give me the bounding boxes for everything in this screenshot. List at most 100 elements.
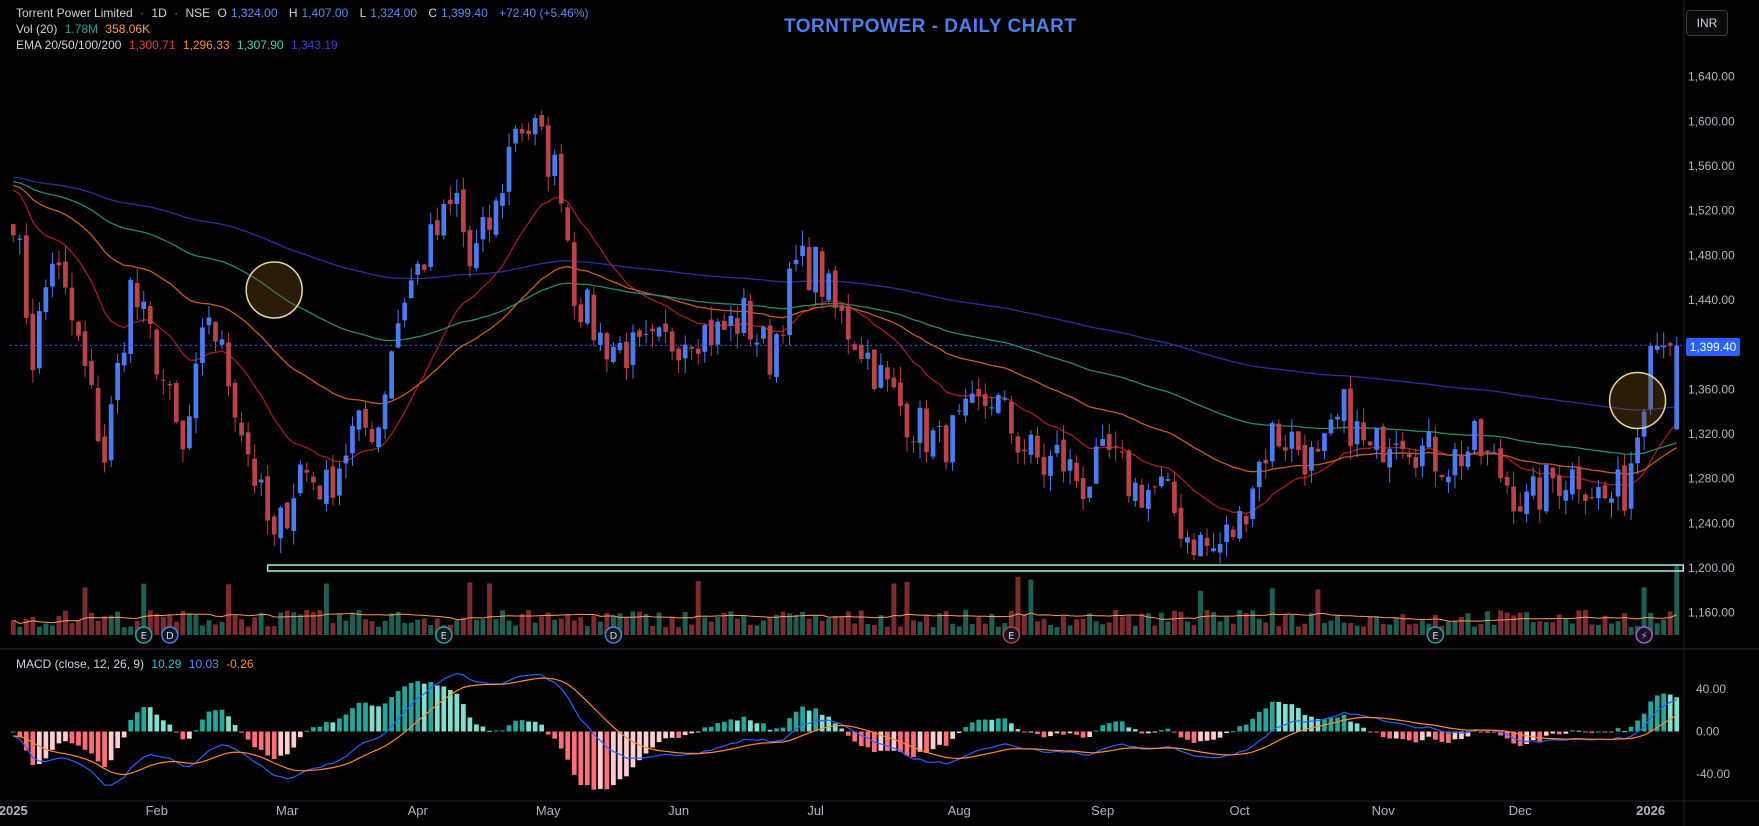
volume-bar: [708, 621, 714, 635]
price-tick-label: 1,560.00: [1688, 159, 1735, 173]
candle-body: [1563, 490, 1569, 501]
volume-bar: [663, 626, 669, 635]
candle-body: [1335, 416, 1340, 420]
macd-histogram-bar: [141, 707, 147, 732]
candle-body: [369, 428, 375, 443]
volume-bar: [1328, 620, 1334, 635]
ema-label[interactable]: EMA 20/50/100/200: [16, 38, 122, 52]
macd-histogram-bar: [1374, 731, 1380, 733]
macd-histogram-bar: [982, 719, 988, 732]
volume-bar: [278, 612, 284, 635]
volume-bar: [702, 617, 708, 635]
volume-bar: [56, 615, 62, 635]
macd-histogram-bar: [297, 731, 303, 738]
macd-histogram-bar: [382, 703, 388, 732]
time-tick-label: 2026: [1636, 803, 1665, 818]
macd-histogram-bar: [395, 690, 401, 732]
macd-histogram-bar: [1413, 731, 1419, 743]
macd-histogram-bar: [1172, 731, 1177, 733]
macd-histogram-bar: [611, 731, 616, 786]
macd-histogram-bar: [539, 724, 545, 732]
macd-histogram-bar: [995, 718, 1001, 732]
macd-histogram-bar: [173, 731, 179, 733]
macd-histogram-bar: [1635, 720, 1640, 732]
macd-histogram-bar: [891, 731, 897, 751]
interval[interactable]: 1D: [151, 6, 167, 20]
candle-body: [1309, 447, 1314, 471]
volume-bar: [1230, 623, 1236, 635]
volume-bar: [1517, 612, 1523, 635]
macd-label[interactable]: MACD (close, 12, 26, 9): [16, 657, 145, 671]
candle-body: [108, 404, 114, 461]
macd-histogram-bar: [767, 729, 773, 732]
volume-bar: [800, 611, 806, 635]
candle-body: [1002, 398, 1008, 400]
candle-body: [1041, 457, 1047, 475]
macd-histogram-bar: [154, 714, 160, 732]
volume-bar: [1263, 622, 1269, 635]
macd-histogram-bar: [1237, 726, 1243, 732]
candle-body: [154, 329, 160, 375]
macd-histogram-bar: [715, 723, 721, 732]
macd-histogram-bar: [787, 718, 792, 732]
candle-body: [761, 326, 766, 339]
time-tick-label: Nov: [1372, 803, 1396, 818]
candle-body: [1419, 445, 1425, 467]
candle-body: [1576, 466, 1582, 490]
macd-histogram-bar: [1041, 731, 1047, 738]
candle-body: [1393, 443, 1399, 445]
macd-histogram-bar: [363, 702, 368, 732]
macd-histogram-bar: [1282, 704, 1288, 732]
macd-histogram-bar: [1459, 731, 1464, 739]
macd-histogram-bar: [1570, 730, 1575, 732]
candle-body: [995, 394, 1001, 413]
volume-bar: [36, 626, 42, 635]
volume-bar: [630, 611, 636, 635]
macd-histogram-bar: [1628, 726, 1634, 732]
price-tick-label: 1,240.00: [1688, 516, 1735, 530]
high-label: H: [288, 6, 298, 20]
candle-body: [963, 398, 969, 416]
candle-body: [663, 323, 668, 332]
candle-body: [1296, 431, 1301, 451]
macd-histogram-bar: [1563, 731, 1569, 734]
candle-body: [976, 388, 982, 396]
volume-bar: [1113, 610, 1119, 635]
candle-body: [37, 311, 42, 369]
volume-bar: [584, 626, 590, 635]
volume-bar: [173, 621, 179, 635]
volume-bar: [1576, 610, 1582, 635]
macd-histogram-bar: [708, 726, 714, 732]
macd-histogram-bar: [1113, 721, 1119, 732]
macd-histogram-bar: [1472, 730, 1477, 732]
macd-histogram-bar: [1087, 731, 1092, 738]
candle-body: [1204, 538, 1210, 547]
volume-bar: [845, 611, 851, 635]
macd-histogram-bar: [128, 719, 134, 732]
macd-histogram-bar: [447, 690, 453, 732]
candle-body: [1596, 486, 1601, 499]
macd-histogram-bar: [180, 731, 186, 740]
macd-histogram-bar: [239, 731, 244, 733]
candle-body: [200, 327, 205, 364]
volume-bar: [1282, 615, 1288, 635]
macd-histogram-bar: [50, 731, 55, 750]
highlight-circle: [245, 261, 303, 319]
macd-histogram-bar: [1452, 731, 1458, 740]
price-tick-label: 1,360.00: [1688, 382, 1735, 396]
candle-body: [382, 394, 388, 430]
volume-bar: [167, 615, 173, 635]
macd-histogram-bar: [1517, 731, 1523, 746]
macd-histogram-bar: [317, 726, 323, 732]
candle-body: [1165, 479, 1171, 481]
volume-label[interactable]: Vol (20): [16, 22, 58, 36]
macd-histogram-bar: [819, 714, 825, 732]
candle-body: [558, 153, 564, 204]
candle-body: [1511, 486, 1517, 512]
volume-bar: [291, 612, 297, 635]
currency-button[interactable]: INR: [1686, 10, 1728, 36]
candle-body: [193, 363, 199, 419]
event-marker: [1635, 626, 1653, 644]
volume-bar: [806, 618, 812, 635]
